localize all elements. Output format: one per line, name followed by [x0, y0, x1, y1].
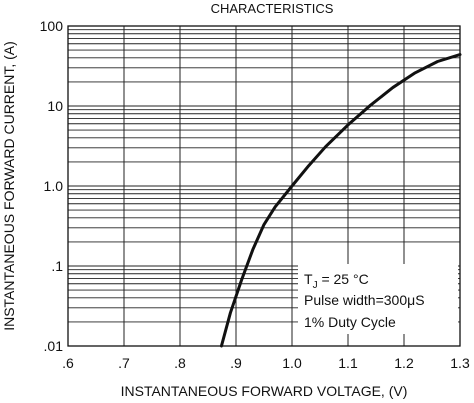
- x-tick-label: .7: [118, 355, 130, 371]
- x-tick-label: 1.2: [394, 355, 414, 371]
- series-layer: [219, 53, 462, 348]
- annotation-duty-cycle: 1% Duty Cycle: [304, 314, 396, 330]
- y-tick-label: 100: [40, 18, 64, 34]
- y-tick-label: .01: [44, 338, 64, 354]
- x-tick-label: .8: [174, 355, 186, 371]
- x-axis-label: INSTANTANEOUS FORWARD VOLTAGE, (V): [121, 383, 408, 399]
- x-tick-label: 1.0: [282, 355, 302, 371]
- x-tick-label: .6: [62, 355, 74, 371]
- series-line: [219, 53, 462, 348]
- y-tick-label: .1: [51, 258, 63, 274]
- y-tick-label: 10: [47, 98, 63, 114]
- plot-frame: [67, 25, 461, 347]
- y-axis-label: INSTANTANEOUS FORWARD CURRENT, (A): [1, 41, 17, 331]
- y-tick-label: 1.0: [44, 178, 64, 194]
- x-tick-labels: .6 .7 .8 .9 1.0 1.1 1.2 1.3: [62, 355, 470, 371]
- x-tick-label: .9: [230, 355, 242, 371]
- y-tick-labels: .01 .1 1.0 10 100: [40, 18, 64, 354]
- annotation-temperature: TJ = 25 °C: [304, 271, 369, 291]
- x-tick-label: 1.1: [338, 355, 358, 371]
- annotation-pulse-width: Pulse width=300μS: [304, 292, 425, 308]
- chart-title: CHARACTERISTICS: [211, 1, 334, 16]
- annotation-box: TJ = 25 °C Pulse width=300μS 1% Duty Cyc…: [298, 264, 458, 334]
- annotation-background: [298, 264, 458, 334]
- x-tick-label: 1.3: [450, 355, 470, 371]
